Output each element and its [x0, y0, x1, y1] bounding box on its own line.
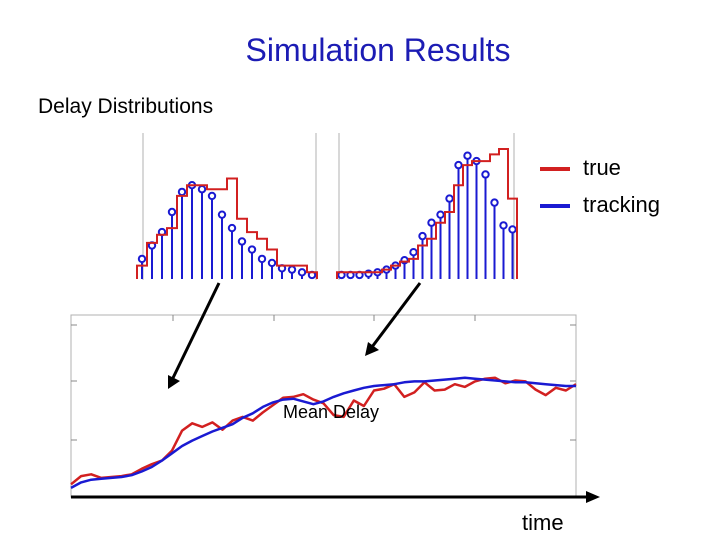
mean-delay-annotation: Mean Delay	[283, 402, 380, 422]
mean-delay-line-tracking	[70, 376, 576, 489]
delay-distribution-left-marker-7	[197, 185, 207, 194]
delay-distribution-right-marker-13	[445, 194, 454, 203]
section-label: Delay Distributions	[38, 95, 214, 118]
mean-delay-plot	[70, 314, 600, 503]
delay-distribution-left-marker-13	[257, 254, 267, 264]
delay-distribution-right-marker-17	[481, 170, 490, 179]
delay-distribution-right-marker-19	[499, 221, 508, 230]
delay-distribution-right-marker-15	[463, 151, 472, 160]
delay-distribution-right-marker-10	[418, 231, 427, 241]
delay-distribution-left-marker-9	[217, 210, 227, 219]
delay-distribution-left-marker-12	[247, 245, 257, 254]
delay-distribution-right-marker-11	[427, 218, 436, 227]
legend-label-tracking: tracking	[583, 192, 661, 217]
delay-distribution-left-marker-4	[167, 207, 177, 217]
legend-label-true: true	[583, 155, 621, 180]
delay-distribution-left-marker-11	[237, 237, 247, 246]
delay-distribution-left-true-step	[136, 177, 318, 279]
delay-distribution-left-marker-17	[297, 268, 307, 277]
histogram-left	[136, 133, 318, 280]
mean-delay-line-true	[70, 376, 577, 486]
pointer-arrow-left	[168, 282, 221, 389]
delay-distribution-right-marker-12	[436, 210, 445, 219]
delay-distribution-left-marker-8	[207, 191, 217, 201]
delay-distribution-left-marker-10	[227, 223, 237, 233]
legend-swatch-true	[540, 167, 570, 171]
delay-distribution-left-marker-16	[287, 265, 297, 274]
histogram-right	[336, 133, 518, 280]
slide-title: Simulation Results	[245, 32, 511, 68]
delay-distribution-right-marker-20	[508, 225, 517, 234]
legend-swatch-tracking	[540, 204, 570, 208]
delay-distribution-right-true-step	[336, 148, 518, 279]
delay-distribution-right-marker-18	[490, 198, 499, 207]
delay-distribution-left-marker-1	[137, 254, 147, 264]
delay-distribution-right-marker-14	[454, 160, 463, 170]
time-axis-arrowhead	[586, 491, 600, 503]
time-axis-label: time	[522, 510, 564, 535]
delay-distribution-left-marker-5	[177, 187, 187, 197]
delay-distribution-right-marker-9	[409, 248, 418, 257]
delay-distribution-left-marker-14	[267, 258, 277, 268]
pointer-arrow-right	[365, 282, 422, 356]
